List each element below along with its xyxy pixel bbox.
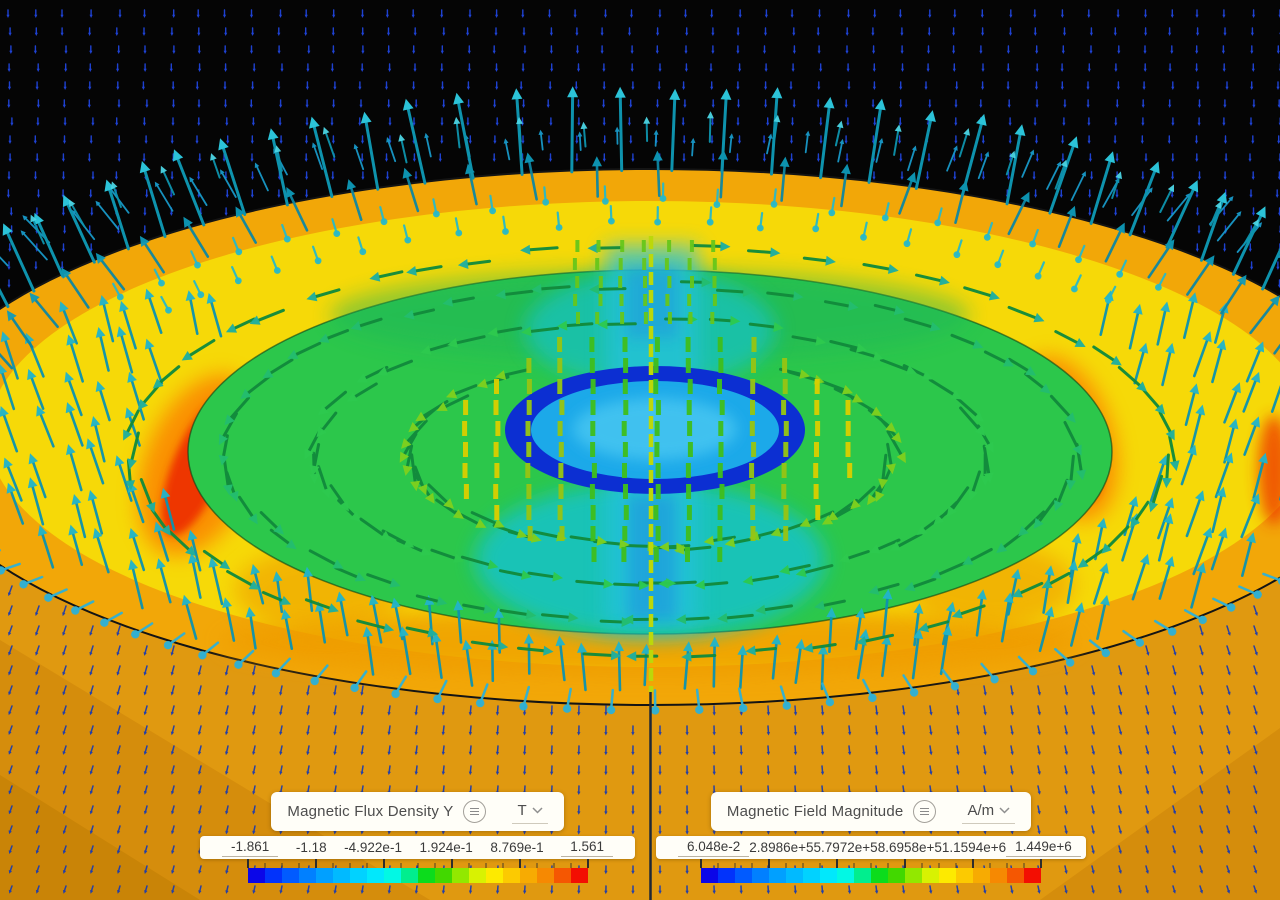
scale-min-value[interactable]: 6.048e-2 [678, 838, 750, 857]
colorbar-segment [1007, 868, 1024, 883]
colorbar-segment [1024, 868, 1041, 883]
colorbar-segment [332, 868, 350, 883]
unit-dropdown[interactable]: T [512, 800, 548, 824]
chevron-down-icon [999, 806, 1010, 814]
colorbar-segment [820, 868, 837, 883]
legend-flux-density: Magnetic Flux Density Y T -1.861 -1.18 -… [200, 792, 635, 883]
colorbar-segment [553, 868, 571, 883]
colorbar-segment [990, 868, 1007, 883]
scale-value: 1.924e-1 [419, 840, 473, 855]
legend-header: Magnetic Flux Density Y T [271, 792, 564, 831]
colorbar-segment [786, 868, 803, 883]
colorbar-segment [298, 868, 316, 883]
colorbar-segment [956, 868, 973, 883]
colorbar-segment [536, 868, 554, 883]
colorbar-segment [417, 868, 435, 883]
hamburger-circle-icon[interactable] [463, 800, 487, 823]
scale-max-value[interactable]: 1.449e+6 [1006, 838, 1081, 857]
scale-value: -1.18 [295, 840, 327, 855]
colorbar-segment [366, 868, 384, 883]
colorbar-segment [701, 868, 718, 883]
colorbar-segment [451, 868, 469, 883]
colorbar-segment [803, 868, 820, 883]
scale-value: 8.6958e+5 [877, 840, 942, 855]
colorbar-segment [769, 868, 786, 883]
colorbar-segment [281, 868, 299, 883]
chevron-down-icon [532, 806, 543, 814]
colorbar-segment [718, 868, 735, 883]
colorbar-segment [888, 868, 905, 883]
scale-value: 1.1594e+6 [941, 840, 1007, 855]
scale-value: 8.769e-1 [490, 840, 544, 855]
scale-value: 2.8986e+5 [749, 840, 814, 855]
colorbar-segment [570, 868, 588, 883]
colorbar-segment [400, 868, 418, 883]
colorbar-segment [973, 868, 990, 883]
colorbar-segment [247, 868, 265, 883]
unit-label: T [517, 801, 527, 819]
legend-scale-bar: -1.861 -1.18 -4.922e-1 1.924e-1 8.769e-1… [200, 836, 635, 859]
colorbar-segment [837, 868, 854, 883]
colorbar-segment [854, 868, 871, 883]
colorbar-ticks [246, 859, 589, 868]
colorbar-segment [502, 868, 520, 883]
colorbar-segment [383, 868, 401, 883]
colorbar-segment [349, 868, 367, 883]
scale-max-value[interactable]: 1.561 [561, 838, 613, 857]
colorbar-segment [752, 868, 769, 883]
scale-min-value[interactable]: -1.861 [222, 838, 279, 857]
colorbar-segment [922, 868, 939, 883]
unit-dropdown[interactable]: A/m [962, 800, 1016, 824]
legend-title: Magnetic Field Magnitude [726, 803, 904, 820]
colorbar-segment [264, 868, 282, 883]
colorbar-segment [468, 868, 486, 883]
legend-scale-bar: 6.048e-2 2.8986e+5 5.7972e+5 8.6958e+5 1… [656, 836, 1086, 859]
unit-label: A/m [967, 801, 995, 819]
colorbar-segment [315, 868, 333, 883]
colorbar-segment [434, 868, 452, 883]
colorbar-segment [871, 868, 888, 883]
colorbar-segment [485, 868, 503, 883]
colorbar [701, 868, 1041, 883]
colorbar-ticks [700, 859, 1042, 868]
colorbar [247, 868, 588, 883]
colorbar-segment [905, 868, 922, 883]
hamburger-circle-icon[interactable] [913, 800, 937, 823]
legend-field-magnitude: Magnetic Field Magnitude A/m 6.048e-2 2.… [656, 792, 1086, 883]
colorbar-segment [939, 868, 956, 883]
scale-value: 5.7972e+5 [813, 840, 878, 855]
legend-header: Magnetic Field Magnitude A/m [710, 792, 1032, 831]
legend-title: Magnetic Flux Density Y [287, 803, 454, 820]
colorbar-segment [519, 868, 537, 883]
scale-value: -4.922e-1 [344, 840, 402, 855]
colorbar-segment [735, 868, 752, 883]
